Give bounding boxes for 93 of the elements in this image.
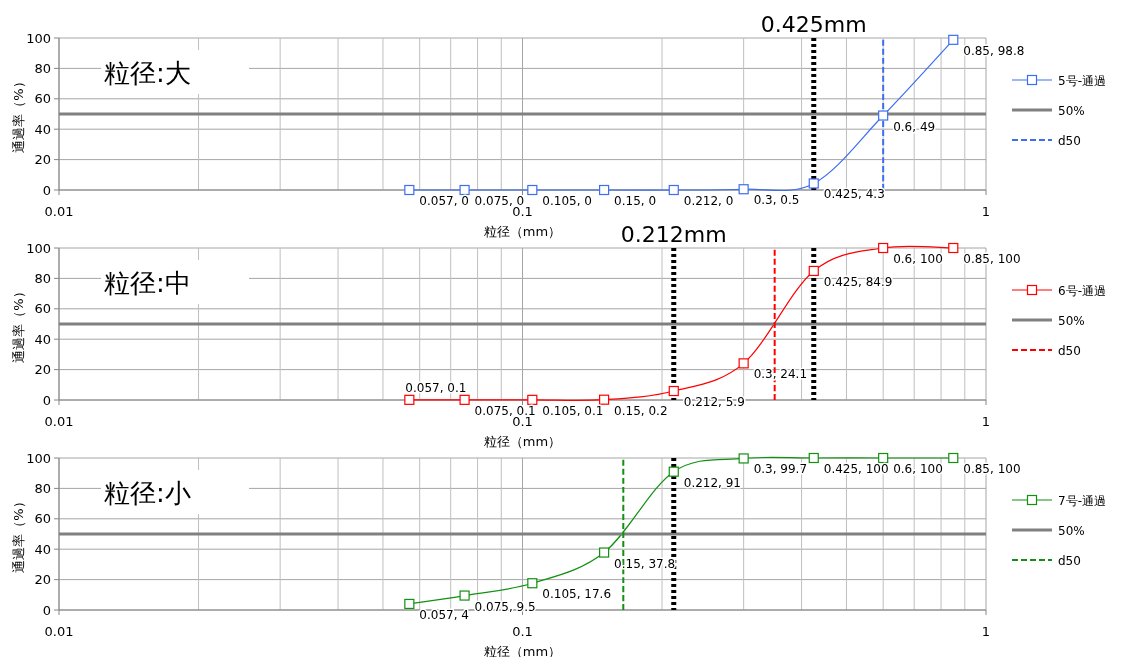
text: 0.425mm — [760, 12, 867, 37]
point — [808, 265, 819, 277]
data-label: 0.057, 0 — [419, 194, 469, 208]
x-tick-label: 0.1 — [512, 624, 533, 639]
data-label: 0.057, 0.1 — [405, 380, 467, 395]
y-tick-label: 100 — [26, 240, 51, 256]
x-tick-label: 1 — [981, 204, 991, 219]
point — [738, 184, 749, 195]
y-tick-label: 80 — [34, 270, 51, 286]
data-label: 0.105, 0.1 — [542, 403, 604, 418]
data-label: 0.15, 0.2 — [614, 403, 668, 418]
data-label: 0.105, 17.6 — [542, 587, 612, 602]
data-label: 0.85, 100 — [963, 252, 1021, 266]
data-label: 0.3, 0.5 — [753, 193, 800, 208]
point — [599, 184, 610, 196]
point — [459, 184, 470, 196]
point — [459, 590, 470, 601]
y-tick-label: 20 — [34, 152, 51, 168]
annotation: 粒径:中 — [104, 268, 191, 298]
data-label: 0.212, 0 — [683, 194, 734, 208]
point — [527, 578, 538, 589]
point — [948, 34, 959, 45]
point — [878, 242, 889, 254]
y-axis-title: 通過率（%） — [11, 285, 26, 363]
data-label: 0.85, 100 — [963, 462, 1021, 476]
point — [738, 453, 749, 464]
y-tick-label: 60 — [34, 91, 51, 107]
data-label: 0.075, 9.5 — [474, 599, 536, 614]
y-tick-label: 80 — [34, 60, 51, 76]
data-label: 0.425, 100 — [823, 462, 889, 476]
data-label: 0.057, 4 — [419, 607, 469, 622]
point — [668, 385, 679, 397]
y-tick-label: 40 — [34, 541, 51, 557]
point — [599, 547, 610, 558]
legend-label: 6号-通過 — [1058, 283, 1106, 298]
point — [808, 178, 819, 189]
y-tick-label: 0 — [42, 392, 51, 408]
point — [527, 184, 538, 196]
data-label: 0.15, 37.8 — [614, 556, 676, 571]
y-tick-label: 100 — [26, 450, 51, 466]
data-label: 0.212, 5.9 — [683, 395, 745, 410]
data-label: 0.6, 49 — [893, 119, 936, 134]
legend-label: d50 — [1058, 553, 1081, 568]
y-tick-label: 0 — [42, 602, 51, 618]
point — [878, 110, 889, 121]
y-tick-label: 40 — [34, 331, 51, 347]
point — [599, 394, 610, 405]
annotation: 粒径:大 — [104, 58, 191, 88]
data-label: 0.3, 24.1 — [753, 367, 808, 382]
point — [738, 358, 749, 369]
data-label: 0.6, 100 — [893, 252, 943, 266]
x-tick-label: 1 — [981, 624, 991, 639]
legend-label: 50% — [1058, 103, 1085, 118]
x-tick-label: 0.01 — [44, 204, 74, 219]
y-tick-label: 60 — [34, 511, 51, 527]
point — [948, 452, 959, 464]
data-label: 0.85, 98.8 — [963, 43, 1025, 58]
point — [668, 466, 679, 477]
y-tick-label: 80 — [34, 480, 51, 496]
legend-label: 50% — [1058, 523, 1085, 538]
x-axis-title: 粒径（mm） — [483, 224, 562, 239]
annotation: 粒径:小 — [104, 478, 191, 508]
x-tick-label: 0.01 — [44, 414, 74, 429]
point — [668, 184, 679, 196]
point — [527, 394, 538, 405]
y-tick-label: 40 — [34, 121, 51, 137]
data-label: 0.105, 0 — [542, 194, 592, 208]
legend-label: d50 — [1058, 133, 1081, 148]
data-label: 0.425, 84.9 — [823, 274, 893, 289]
y-tick-label: 100 — [26, 30, 51, 46]
y-tick-label: 0 — [42, 182, 51, 198]
data-label: 0.3, 99.7 — [753, 462, 808, 477]
y-axis-title: 通過率（%） — [11, 75, 26, 153]
text: 0.212mm — [620, 222, 727, 247]
point — [878, 452, 889, 464]
point — [459, 394, 470, 405]
point — [948, 242, 959, 254]
y-tick-label: 20 — [34, 362, 51, 378]
data-label: 0.6, 100 — [893, 462, 943, 476]
data-label: 0.425, 4.3 — [823, 187, 885, 202]
y-tick-label: 20 — [34, 572, 51, 588]
x-tick-label: 0.01 — [44, 624, 74, 639]
x-tick-label: 1 — [981, 414, 991, 429]
legend-label: 50% — [1058, 313, 1085, 328]
legend-label: 7号-通過 — [1058, 493, 1106, 508]
x-axis-title: 粒径（mm） — [483, 434, 562, 449]
data-label: 0.15, 0 — [614, 194, 657, 208]
y-tick-label: 60 — [34, 301, 51, 317]
y-axis-title: 通過率（%） — [11, 495, 26, 573]
legend-label: d50 — [1058, 343, 1081, 358]
point — [808, 452, 819, 464]
data-label: 0.212, 91 — [683, 475, 742, 490]
legend-label: 5号-通過 — [1058, 73, 1106, 88]
